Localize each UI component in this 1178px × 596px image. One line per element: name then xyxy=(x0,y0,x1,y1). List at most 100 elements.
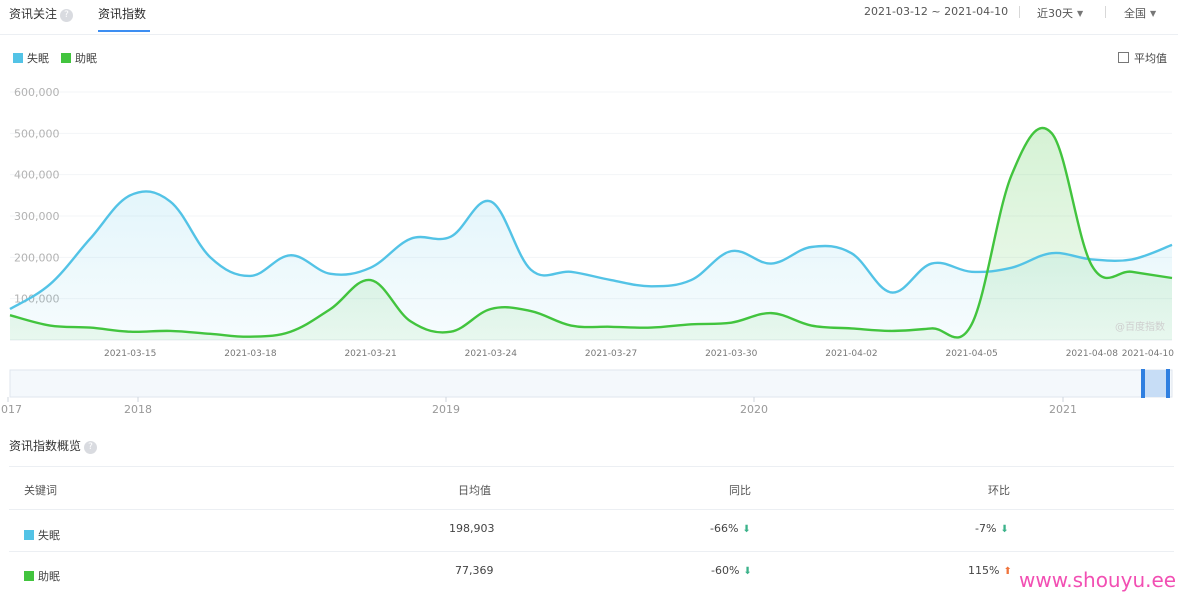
region-text: 全国 xyxy=(1124,7,1146,20)
keyword-text: 失眠 xyxy=(38,529,60,542)
data-point[interactable] xyxy=(530,310,532,312)
data-point[interactable] xyxy=(249,335,251,337)
data-point[interactable] xyxy=(810,324,812,326)
table-divider xyxy=(9,509,1174,510)
series-line-0[interactable] xyxy=(9,190,1173,311)
data-point[interactable] xyxy=(329,273,331,275)
data-point[interactable] xyxy=(570,324,572,326)
timeline-handle-left[interactable] xyxy=(1141,369,1145,398)
data-point[interactable] xyxy=(610,279,612,281)
data-point[interactable] xyxy=(129,331,131,333)
data-point[interactable] xyxy=(810,246,812,248)
data-point[interactable] xyxy=(850,252,852,254)
header-keyword: 关键词 xyxy=(24,484,57,497)
data-point[interactable] xyxy=(650,285,652,287)
x-tick-label: 2021-03-15 xyxy=(104,349,156,359)
data-point[interactable] xyxy=(1011,173,1013,175)
period-select[interactable]: 近30天 ▼ xyxy=(1037,5,1083,21)
data-point[interactable] xyxy=(409,320,411,322)
year-label: 2020 xyxy=(740,403,768,416)
series-line-1[interactable] xyxy=(9,126,1173,339)
data-point[interactable] xyxy=(650,326,652,328)
data-point[interactable] xyxy=(89,238,91,240)
mom-value: -7% xyxy=(975,522,997,535)
overview-title-text: 资讯指数概览 xyxy=(9,439,82,453)
data-point[interactable] xyxy=(730,321,732,323)
year-label: 2017 xyxy=(0,403,22,416)
data-point[interactable] xyxy=(530,269,532,271)
data-point[interactable] xyxy=(369,279,371,281)
timeline-navigator[interactable] xyxy=(9,369,1173,398)
data-point[interactable] xyxy=(490,308,492,310)
data-point[interactable] xyxy=(1051,132,1053,134)
data-point[interactable] xyxy=(1171,277,1173,279)
data-point[interactable] xyxy=(409,238,411,240)
x-tick-label: 2021-03-27 xyxy=(585,349,637,359)
x-tick-label: 2021-03-18 xyxy=(224,349,277,359)
data-point[interactable] xyxy=(169,330,171,332)
y-tick-label: 600,000 xyxy=(14,86,60,99)
data-point[interactable] xyxy=(209,333,211,335)
data-point[interactable] xyxy=(289,254,291,256)
data-point[interactable] xyxy=(570,271,572,273)
data-point[interactable] xyxy=(249,275,251,277)
keyword-text: 助眠 xyxy=(38,570,60,583)
keyword-cell: 助眠 xyxy=(24,568,60,584)
trend-chart: 600,000500,000400,000300,000200,000100,0… xyxy=(0,86,1174,416)
x-tick-label: 2021-03-24 xyxy=(465,349,518,359)
data-point[interactable] xyxy=(9,314,11,316)
data-point[interactable] xyxy=(129,194,131,196)
data-point[interactable] xyxy=(770,312,772,314)
checkbox-icon xyxy=(1118,52,1129,63)
data-point[interactable] xyxy=(289,331,291,333)
timeline-handle-right[interactable] xyxy=(1166,369,1170,398)
data-point[interactable] xyxy=(450,331,452,333)
active-tab-indicator xyxy=(98,30,150,32)
date-range-picker[interactable]: 2021-03-12 ~ 2021-04-10 xyxy=(864,5,1008,18)
data-point[interactable] xyxy=(1091,258,1093,260)
data-point[interactable] xyxy=(369,266,371,268)
data-point[interactable] xyxy=(690,279,692,281)
keyword-cell: 失眠 xyxy=(24,527,60,543)
data-point[interactable] xyxy=(1011,266,1013,268)
data-point[interactable] xyxy=(1091,264,1093,266)
data-point[interactable] xyxy=(169,200,171,202)
data-point[interactable] xyxy=(329,308,331,310)
legend-item-insomnia[interactable]: 失眠 xyxy=(13,50,49,66)
help-icon[interactable]: ? xyxy=(60,9,74,22)
data-point[interactable] xyxy=(209,256,211,258)
data-point[interactable] xyxy=(890,330,892,332)
data-point[interactable] xyxy=(730,250,732,252)
data-point[interactable] xyxy=(1131,271,1133,273)
data-point[interactable] xyxy=(450,235,452,237)
tab-follow-label: 资讯关注 xyxy=(9,7,58,21)
legend-label: 失眠 xyxy=(27,52,49,65)
help-icon[interactable]: ? xyxy=(84,441,98,454)
data-point[interactable] xyxy=(1131,258,1133,260)
tab-follow[interactable]: 资讯关注? xyxy=(9,5,74,22)
region-select[interactable]: 全国 ▼ xyxy=(1124,5,1156,21)
data-point[interactable] xyxy=(850,327,852,329)
arrow-down-icon: ⬇ xyxy=(743,566,752,577)
data-point[interactable] xyxy=(1171,244,1173,246)
data-point[interactable] xyxy=(930,262,932,264)
average-checkbox[interactable]: 平均值 xyxy=(1118,50,1167,66)
data-point[interactable] xyxy=(890,291,892,293)
data-point[interactable] xyxy=(89,326,91,328)
caret-down-icon: ▼ xyxy=(1077,9,1084,18)
data-point[interactable] xyxy=(770,262,772,264)
data-point[interactable] xyxy=(930,327,932,329)
data-point[interactable] xyxy=(610,326,612,328)
data-point[interactable] xyxy=(49,283,51,285)
data-point[interactable] xyxy=(970,323,972,325)
data-point[interactable] xyxy=(690,323,692,325)
y-tick-label: 300,000 xyxy=(14,210,60,223)
data-point[interactable] xyxy=(970,271,972,273)
tab-index[interactable]: 资讯指数 xyxy=(98,5,146,22)
legend-item-sleep-aid[interactable]: 助眠 xyxy=(61,50,97,66)
data-point[interactable] xyxy=(49,324,51,326)
data-point[interactable] xyxy=(1051,252,1053,254)
data-point[interactable] xyxy=(490,200,492,202)
timeline-selection[interactable] xyxy=(1143,370,1170,397)
data-point[interactable] xyxy=(9,308,11,310)
